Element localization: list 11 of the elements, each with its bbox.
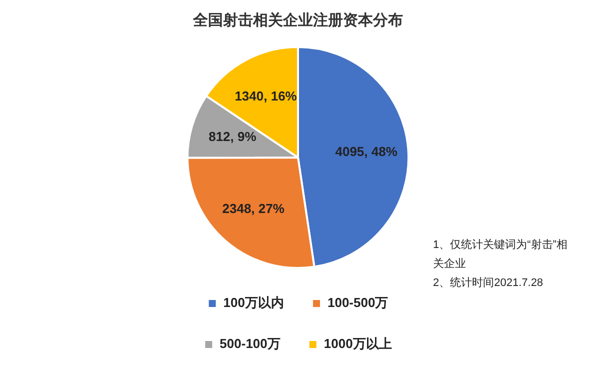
- text: 1、仅统计关键词为“射击”相关企业: [433, 238, 568, 272]
- text: 2、统计时间2021.7.28: [433, 276, 544, 291]
- legend-label: 100-500万: [327, 295, 388, 310]
- data-label: 4095, 48%: [335, 144, 398, 160]
- data-label: 1340, 16%: [234, 88, 298, 104]
- chart-title: 全国射击相关企业注册资本分布: [192, 11, 403, 30]
- data-label: 2348, 27%: [222, 201, 285, 216]
- legend-label: 500-100万: [220, 336, 280, 352]
- legend-label: 1000万以上: [324, 336, 392, 352]
- data-label: 812, 9%: [208, 129, 257, 144]
- legend-label: 100万以内: [223, 295, 284, 310]
